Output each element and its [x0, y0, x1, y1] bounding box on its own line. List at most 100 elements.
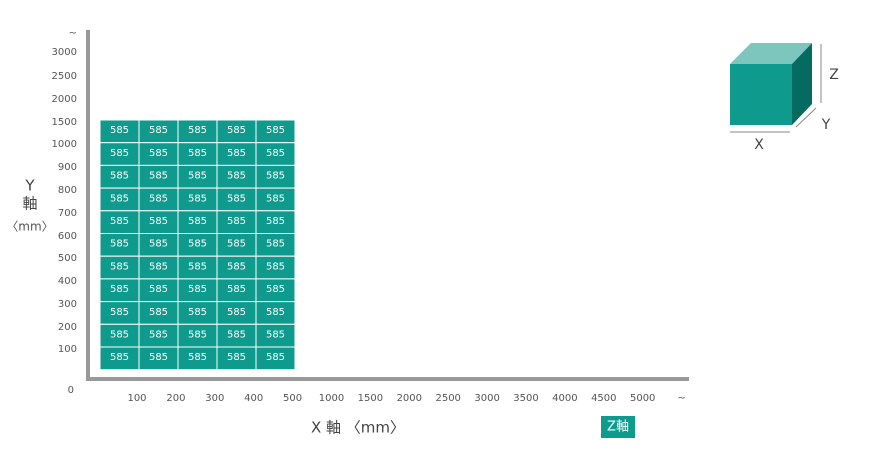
- x-tick-label: 400: [244, 393, 263, 404]
- x-tick-label: 200: [166, 393, 185, 404]
- grid-cell-label[interactable]: 585: [110, 193, 129, 204]
- grid-cell-label[interactable]: 585: [188, 125, 207, 136]
- grid-cell-label[interactable]: 585: [188, 284, 207, 295]
- grid-cell-label[interactable]: 585: [149, 239, 168, 250]
- z-axis-button[interactable]: [601, 416, 635, 438]
- grid-cell-label[interactable]: 585: [188, 193, 207, 204]
- grid-cell-label[interactable]: 585: [110, 148, 129, 159]
- grid-cell-label[interactable]: 585: [266, 125, 285, 136]
- x-tick-label: 3500: [513, 393, 538, 404]
- y-tick-label: 2500: [52, 71, 77, 82]
- cube-y: Y: [821, 117, 831, 133]
- y-tick-label: ~: [69, 28, 77, 39]
- grid-cell-label[interactable]: 585: [188, 261, 207, 272]
- grid-cell-label[interactable]: 585: [266, 171, 285, 182]
- grid-cell-label[interactable]: 585: [227, 330, 246, 341]
- grid-cell-label[interactable]: 585: [266, 239, 285, 250]
- y-tick-label: 700: [58, 208, 77, 219]
- y-tick-label: 300: [58, 299, 77, 310]
- x-tick-label: 1000: [319, 393, 344, 404]
- dim-line: [795, 107, 817, 128]
- grid-cell-label[interactable]: 585: [266, 352, 285, 363]
- grid-cell-label[interactable]: 585: [149, 352, 168, 363]
- grid-cell-label[interactable]: 585: [149, 330, 168, 341]
- grid-cell-label[interactable]: 585: [227, 193, 246, 204]
- x-tick-label: 3000: [474, 393, 499, 404]
- grid-cell-label[interactable]: 585: [149, 148, 168, 159]
- grid-cell-label[interactable]: 585: [227, 261, 246, 272]
- cube-x: X: [754, 137, 764, 153]
- grid-cell-label[interactable]: 585: [149, 261, 168, 272]
- grid-cell-label[interactable]: 585: [188, 148, 207, 159]
- x-tick-label: 4000: [552, 393, 577, 404]
- grid-cell-label[interactable]: 585: [110, 125, 129, 136]
- grid-cell-label[interactable]: 585: [110, 307, 129, 318]
- y-tick-label: 400: [58, 276, 77, 287]
- grid-cell-label[interactable]: 585: [188, 239, 207, 250]
- y-tick-label: 1500: [52, 117, 77, 128]
- grid-cell-label[interactable]: 585: [188, 171, 207, 182]
- grid-cell-label[interactable]: 585: [266, 216, 285, 227]
- x-tick-label: 1500: [358, 393, 383, 404]
- grid-cell[interactable]: [255, 346, 296, 371]
- x-tick-label: 4500: [591, 393, 616, 404]
- grid-cell-label[interactable]: 585: [188, 352, 207, 363]
- cube-top: [730, 43, 812, 64]
- grid-cell-label[interactable]: 585: [149, 193, 168, 204]
- y-tick-label: 900: [58, 162, 77, 173]
- y-axis-label: 〈mm〉: [6, 220, 53, 234]
- x-tick-label: 5000: [630, 393, 655, 404]
- y-tick-label: 200: [58, 322, 77, 333]
- grid-cell-label[interactable]: 585: [188, 216, 207, 227]
- y-tick-label: 2000: [52, 94, 77, 105]
- grid-cell-label[interactable]: 585: [227, 216, 246, 227]
- grid-cell-label[interactable]: 585: [110, 284, 129, 295]
- y-tick-label: 1000: [52, 139, 77, 150]
- grid-cell-label[interactable]: 585: [266, 261, 285, 272]
- y-tick-label: 100: [58, 344, 77, 355]
- grid-cell-label[interactable]: 585: [266, 284, 285, 295]
- y-tick-label: 3000: [52, 47, 77, 58]
- x-tick-label: 2000: [397, 393, 422, 404]
- grid-cell-label[interactable]: 585: [110, 239, 129, 250]
- x-tick-label: 2500: [435, 393, 460, 404]
- cube-front: [730, 64, 792, 125]
- y-tick-label: 800: [58, 185, 77, 196]
- grid-cell-label[interactable]: 585: [266, 330, 285, 341]
- x-tick-label: ~: [677, 393, 685, 404]
- grid-cell-label[interactable]: 585: [149, 171, 168, 182]
- grid-cell-label[interactable]: 585: [149, 307, 168, 318]
- cube-z: Z: [829, 67, 839, 83]
- grid-cell-label[interactable]: 585: [110, 261, 129, 272]
- z-axis-button-label[interactable]: Z軸: [607, 420, 629, 435]
- grid-cell-label[interactable]: 585: [149, 216, 168, 227]
- grid-cell-label[interactable]: 585: [110, 330, 129, 341]
- grid-cell-label[interactable]: 585: [227, 148, 246, 159]
- origin-label: 0: [68, 385, 74, 396]
- grid-cell-label[interactable]: 585: [227, 239, 246, 250]
- x-tick-label: 300: [205, 393, 224, 404]
- grid-cell-label[interactable]: 585: [110, 352, 129, 363]
- grid-cell-label[interactable]: 585: [188, 307, 207, 318]
- grid-cell-label[interactable]: 585: [227, 171, 246, 182]
- grid-cell-label[interactable]: 585: [227, 125, 246, 136]
- y-axis-label: 軸: [22, 195, 37, 213]
- x-axis-label: X 軸 〈mm〉: [311, 419, 405, 437]
- grid-cell-label[interactable]: 585: [227, 284, 246, 295]
- grid-cell-label[interactable]: 585: [266, 148, 285, 159]
- grid-cell-label[interactable]: 585: [149, 284, 168, 295]
- grid-cell-label[interactable]: 585: [110, 171, 129, 182]
- grid-cell-label[interactable]: 585: [188, 330, 207, 341]
- grid-cell-label[interactable]: 585: [227, 352, 246, 363]
- grid-cell-label[interactable]: 585: [266, 193, 285, 204]
- grid-cell-label[interactable]: 585: [266, 307, 285, 318]
- y-tick-label: 600: [58, 231, 77, 242]
- cube-icon: [730, 43, 822, 133]
- grid-cell-label[interactable]: 585: [227, 307, 246, 318]
- y-axis-label: Y: [24, 177, 35, 195]
- y-tick-label: 500: [58, 253, 77, 264]
- grid-cell-label[interactable]: 585: [110, 216, 129, 227]
- grid-cell-label[interactable]: 585: [149, 125, 168, 136]
- cube-side: [792, 43, 812, 125]
